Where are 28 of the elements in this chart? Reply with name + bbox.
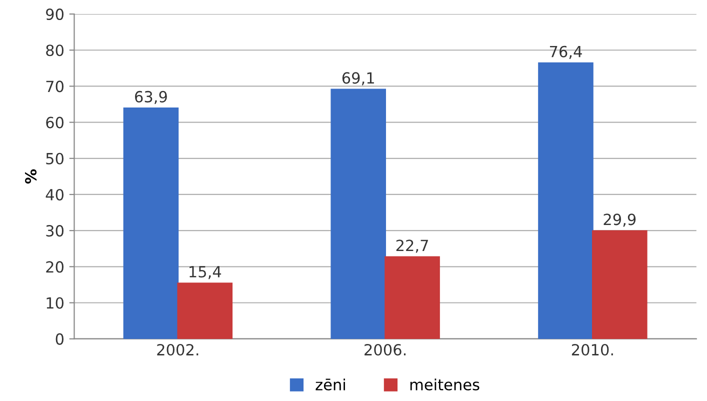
y-axis-title: % xyxy=(25,169,37,184)
bar xyxy=(330,88,386,339)
bar xyxy=(592,230,648,339)
x-tick-label: 2010. xyxy=(572,344,613,356)
legend-label: zēni xyxy=(316,378,345,390)
y-tick-label: 10 xyxy=(46,297,64,309)
data-label: 63,9 xyxy=(135,90,167,104)
y-tick-label: 40 xyxy=(46,188,64,201)
data-label: 15,4 xyxy=(190,266,222,280)
bar xyxy=(538,62,594,339)
y-tick-label: 90 xyxy=(46,8,64,20)
x-tick-label: 2002. xyxy=(157,344,198,356)
data-label: 76,4 xyxy=(550,46,582,59)
data-label: 69,1 xyxy=(342,72,374,86)
legend-label: meitenes xyxy=(410,378,480,390)
bar xyxy=(177,282,233,339)
y-tick-label: 60 xyxy=(46,116,64,128)
y-tick-label: 30 xyxy=(46,225,64,237)
y-tick-label: 80 xyxy=(46,44,64,56)
bar xyxy=(384,256,440,339)
y-tick-label: 70 xyxy=(46,80,64,92)
data-label: 22,7 xyxy=(396,240,428,253)
y-tick-label: 50 xyxy=(46,152,64,164)
y-tick-label: 0 xyxy=(56,333,64,345)
bar xyxy=(123,108,179,339)
data-label: 29,9 xyxy=(604,214,636,227)
x-tick-label: 2006. xyxy=(364,344,406,356)
y-tick-label: 20 xyxy=(46,261,64,273)
